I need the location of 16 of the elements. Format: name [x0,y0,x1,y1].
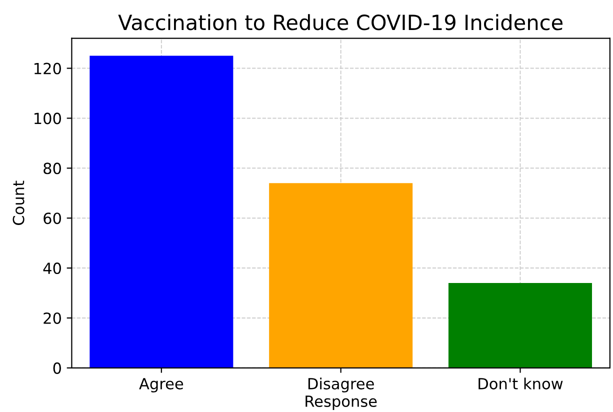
x-tick-label: Don't know [478,378,563,390]
y-tick-label: 60 [44,212,61,224]
x-tick-label: Agree [139,378,184,392]
y-tick-label: 80 [44,162,61,174]
y-tick-label: 0 [53,362,61,374]
y-tick-label: 100 [34,112,61,124]
bar [269,183,413,368]
chart-title: Vaccination to Reduce COVID-19 Incidence [118,14,563,30]
y-tick-label: 120 [34,62,61,74]
y-axis-title: Count [12,180,24,225]
y-tick-label: 40 [43,262,61,274]
bar [448,283,592,368]
x-tick-label: Disagree [308,378,374,392]
bar [90,56,234,368]
y-tick-label: 20 [44,312,61,324]
x-axis-title: Response [306,396,377,410]
